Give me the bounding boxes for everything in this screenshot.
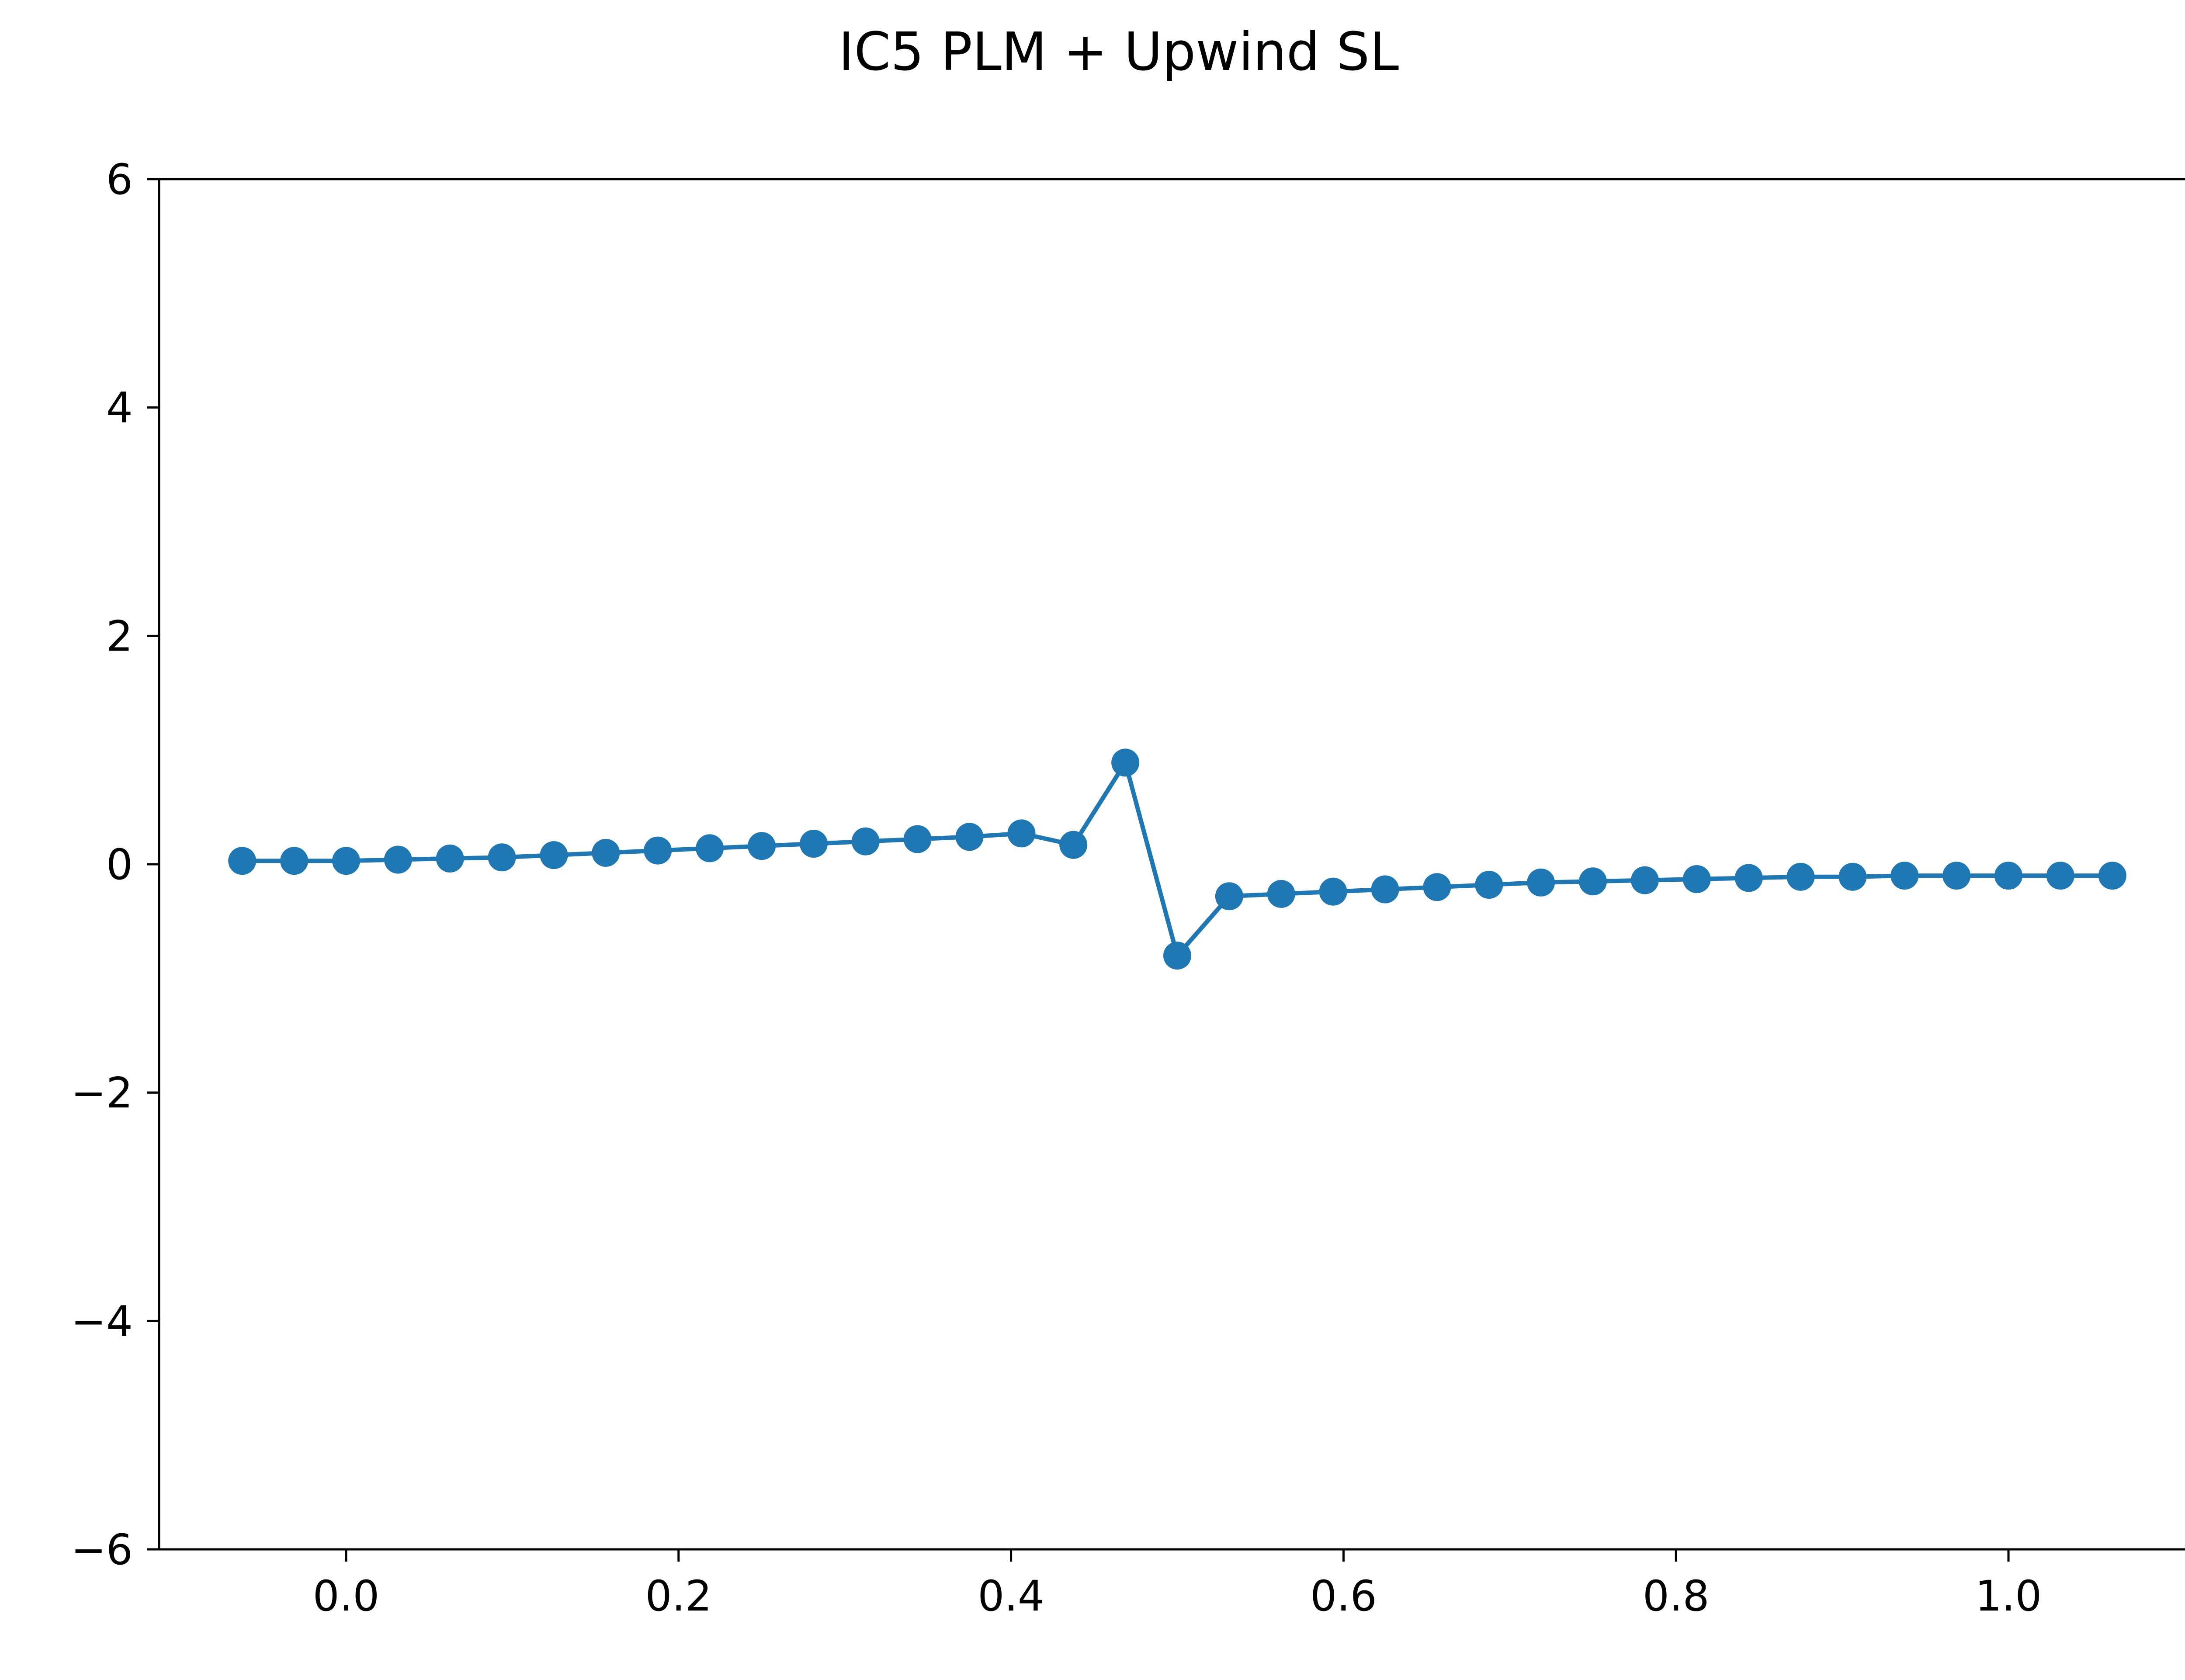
- data-point: [1007, 819, 1036, 848]
- plot-frame: [158, 178, 2185, 1551]
- x-tick-label: 1.0: [1975, 1572, 2042, 1621]
- data-point: [1630, 866, 1659, 894]
- x-tick-label: 0.0: [313, 1572, 380, 1621]
- data-point: [280, 847, 309, 875]
- x-tick-label: 0.6: [1310, 1572, 1377, 1621]
- data-point: [228, 847, 257, 875]
- data-point: [384, 845, 412, 874]
- data-point: [332, 847, 360, 875]
- data-point: [436, 844, 464, 873]
- data-point: [903, 825, 932, 853]
- data-point: [1371, 875, 1399, 904]
- data-point: [1215, 882, 1243, 911]
- data-point: [1163, 942, 1191, 970]
- data-point: [1267, 880, 1295, 908]
- y-tick-label: −4: [71, 1297, 133, 1346]
- data-point: [644, 836, 672, 865]
- x-tick-label: 0.2: [645, 1572, 712, 1621]
- y-tick-label: 0: [106, 840, 133, 889]
- axes: 0.0 0.2 0.4 0.6 0.8 1.0 −6 −4 −2 0 2 4 6: [71, 155, 2185, 1621]
- data-point: [1319, 877, 1347, 906]
- data-point: [1579, 867, 1607, 896]
- x-tick-label: 0.4: [978, 1572, 1044, 1621]
- data-point: [488, 843, 516, 872]
- data-point: [1682, 865, 1711, 893]
- data-point: [748, 832, 776, 860]
- y-tick-label: −2: [71, 1069, 133, 1118]
- data-point: [1734, 864, 1763, 892]
- data-point: [540, 841, 568, 869]
- data-point: [851, 827, 880, 856]
- data-point: [1527, 868, 1555, 897]
- y-tick-label: 4: [106, 384, 133, 433]
- data-point: [955, 823, 984, 851]
- data-point: [1111, 748, 1140, 777]
- chart-title: IC5 PLM + Upwind SL: [839, 22, 1399, 83]
- data-point: [1475, 871, 1503, 899]
- data-point: [1994, 862, 2022, 890]
- y-tick-label: −6: [71, 1525, 133, 1574]
- data-point: [1059, 831, 1088, 859]
- data-point: [799, 830, 828, 858]
- data-point: [1786, 863, 1815, 891]
- data-point: [2046, 862, 2074, 890]
- plot-area: [228, 748, 2126, 970]
- data-point: [1423, 873, 1451, 901]
- data-point: [1838, 863, 1867, 891]
- data-point: [592, 838, 620, 867]
- data-point: [2098, 862, 2126, 890]
- series-line: [242, 760, 2112, 958]
- data-point: [1890, 862, 1919, 890]
- y-tick-label: 2: [106, 612, 133, 661]
- x-tick-label: 0.8: [1643, 1572, 1710, 1621]
- data-point: [696, 834, 724, 863]
- y-tick-label: 6: [106, 155, 133, 204]
- data-point: [1942, 862, 1971, 890]
